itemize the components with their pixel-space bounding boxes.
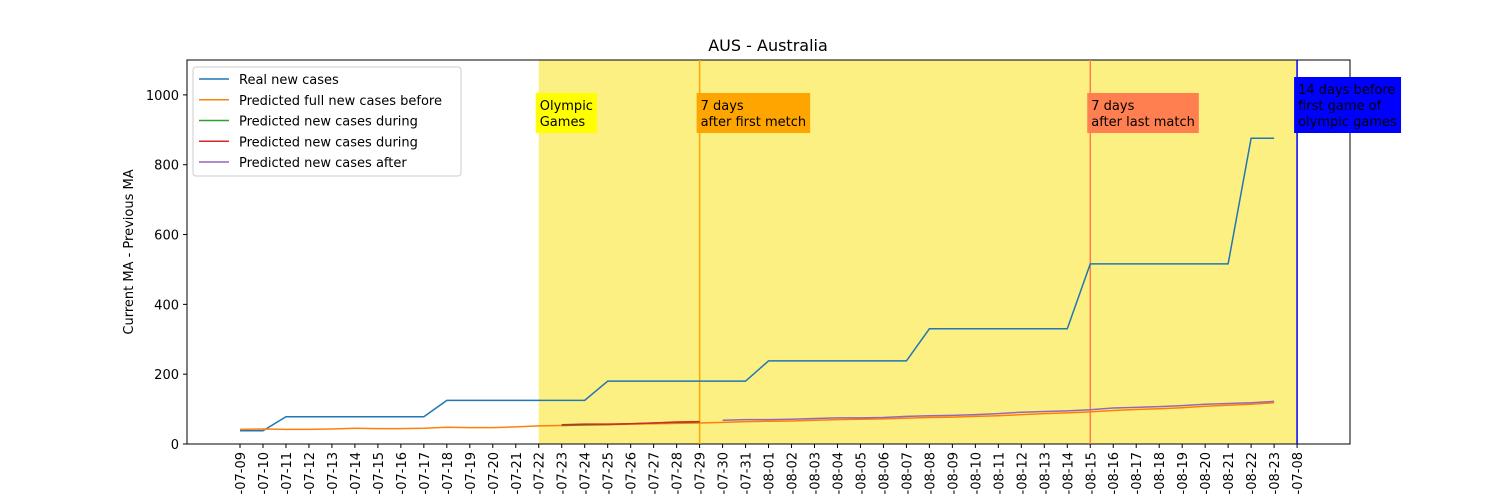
legend-box: [192, 66, 462, 177]
x-tick-label: -08-07: [900, 452, 915, 494]
y-tick-label: 200: [154, 368, 179, 383]
x-tick-label: -08-12: [1015, 452, 1030, 494]
x-tick-label: -07-23: [556, 452, 571, 494]
x-tick-label: -08-22: [1245, 452, 1260, 494]
x-tick-label: -07-25: [602, 452, 617, 494]
x-tick-label: -07-14: [349, 452, 364, 494]
x-tick-label: -08-21: [1222, 452, 1237, 494]
x-tick-label: -07-16: [395, 452, 410, 494]
annotation-text: after last match: [1091, 115, 1195, 130]
x-tick-label: -08-19: [1176, 452, 1191, 494]
x-tick-label: -07-22: [533, 452, 548, 494]
x-tick-label: -08-20: [1199, 452, 1214, 494]
y-tick-label: 0: [171, 438, 179, 453]
x-tick-label: -07-27: [648, 452, 663, 494]
annotation-box: [535, 93, 597, 133]
x-tick-label: -08-05: [854, 452, 869, 494]
annotation-text: Olympic: [540, 99, 593, 114]
x-tick-label: -08-03: [809, 452, 824, 494]
y-tick-label: 800: [154, 159, 179, 174]
x-tick-label: -07-29: [694, 452, 709, 494]
annotation-box: [696, 93, 811, 133]
x-tick-label: -07-21: [510, 452, 525, 494]
annotation-box: [1087, 93, 1199, 133]
x-tick-label: -07-20: [487, 452, 502, 494]
x-tick-label: -08-02: [786, 452, 801, 494]
x-tick-label: -08-15: [1084, 452, 1099, 494]
series-line: [722, 400, 1275, 422]
legend: Real new cases Predicted full new cases b…: [192, 66, 462, 177]
x-tick-label: -08-06: [877, 452, 892, 494]
x-tick-label: -08-11: [992, 452, 1007, 494]
x-tick-label: -08-01: [763, 452, 778, 494]
annotation-text: first game of: [1298, 99, 1382, 114]
x-tick-label: -07-17: [418, 452, 433, 494]
x-tick-label: -08-13: [1038, 452, 1053, 494]
legend-label: Predicted new cases during: [239, 135, 418, 150]
y-tick-label: 600: [154, 229, 179, 244]
x-tick-label: -08-17: [1130, 452, 1145, 494]
x-tick-label: -07-12: [303, 452, 318, 494]
annotation-text: after first metch: [701, 115, 807, 130]
legend-label: Predicted new cases after: [239, 156, 407, 171]
x-tick-label: -07-24: [579, 452, 594, 494]
annotation-box: [1294, 77, 1402, 133]
x-tick-label: -08-08: [923, 452, 938, 494]
x-tick-label: -08-14: [1061, 452, 1076, 494]
annotation-text: Games: [540, 115, 586, 130]
y-axis-label: Current MA - Previous MA: [122, 169, 137, 334]
x-tick-label: -07-19: [464, 452, 479, 494]
x-tick-label: -08-04: [831, 452, 846, 494]
chart-title: AUS - Australia: [708, 36, 828, 55]
x-tick-label: -07-13: [326, 452, 341, 494]
x-tick-label: -07-28: [671, 452, 686, 494]
x-tick-label: -08-16: [1107, 452, 1122, 494]
x-tick-label: -07-26: [625, 452, 640, 494]
series-line: [561, 420, 700, 426]
legend-label: Predicted full new cases before: [239, 94, 442, 109]
x-tick-label: -07-09: [234, 452, 249, 494]
x-tick-label: -08-10: [969, 452, 984, 494]
x-tick-label: -07-10: [257, 452, 272, 494]
y-tick-label: 400: [154, 298, 179, 313]
series-line: [240, 137, 1275, 432]
annotation-text: 14 days before: [1298, 83, 1395, 98]
legend-label: Real new cases: [239, 73, 339, 88]
x-tick-label: -07-31: [740, 452, 755, 494]
x-tick-label: -07-08: [1291, 452, 1306, 494]
x-tick-label: -08-09: [946, 452, 961, 494]
legend-label: Predicted new cases during: [239, 115, 418, 130]
annotation-text: olympic games: [1298, 115, 1397, 130]
x-tick-label: -07-15: [372, 452, 387, 494]
x-tick-label: -07-11: [280, 452, 295, 494]
x-tick-label: -08-23: [1268, 452, 1283, 494]
annotation-text: 7 days: [1091, 99, 1134, 114]
annotation-text: 7 days: [701, 99, 744, 114]
x-tick-label: -07-30: [717, 452, 732, 494]
y-tick-label: 1000: [146, 89, 179, 104]
x-tick-label: -08-18: [1153, 452, 1168, 494]
x-tick-label: -07-18: [441, 452, 456, 494]
series-line: [239, 402, 1275, 431]
